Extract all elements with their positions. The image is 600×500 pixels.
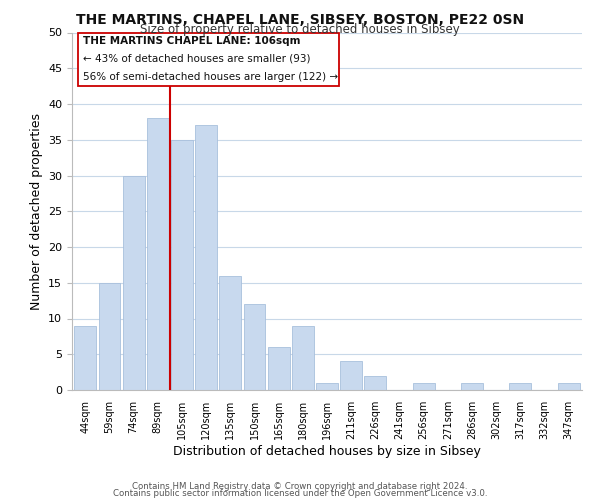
Bar <box>268 347 290 390</box>
Bar <box>244 304 265 390</box>
Bar <box>461 383 483 390</box>
Bar <box>316 383 338 390</box>
Bar <box>292 326 314 390</box>
Bar <box>171 140 193 390</box>
Text: ← 43% of detached houses are smaller (93): ← 43% of detached houses are smaller (93… <box>83 54 310 64</box>
Text: Size of property relative to detached houses in Sibsey: Size of property relative to detached ho… <box>140 22 460 36</box>
Bar <box>558 383 580 390</box>
Bar <box>220 276 241 390</box>
FancyBboxPatch shape <box>78 32 339 86</box>
Bar <box>364 376 386 390</box>
X-axis label: Distribution of detached houses by size in Sibsey: Distribution of detached houses by size … <box>173 444 481 458</box>
Bar <box>340 362 362 390</box>
Text: 56% of semi-detached houses are larger (122) →: 56% of semi-detached houses are larger (… <box>83 72 338 82</box>
Bar <box>147 118 169 390</box>
Bar <box>413 383 434 390</box>
Text: Contains HM Land Registry data © Crown copyright and database right 2024.: Contains HM Land Registry data © Crown c… <box>132 482 468 491</box>
Text: THE MARTINS CHAPEL LANE: 106sqm: THE MARTINS CHAPEL LANE: 106sqm <box>83 36 301 46</box>
Bar <box>195 126 217 390</box>
Y-axis label: Number of detached properties: Number of detached properties <box>29 113 43 310</box>
Bar <box>123 176 145 390</box>
Text: Contains public sector information licensed under the Open Government Licence v3: Contains public sector information licen… <box>113 489 487 498</box>
Bar <box>509 383 531 390</box>
Text: THE MARTINS, CHAPEL LANE, SIBSEY, BOSTON, PE22 0SN: THE MARTINS, CHAPEL LANE, SIBSEY, BOSTON… <box>76 12 524 26</box>
Bar <box>74 326 96 390</box>
Bar <box>98 283 121 390</box>
